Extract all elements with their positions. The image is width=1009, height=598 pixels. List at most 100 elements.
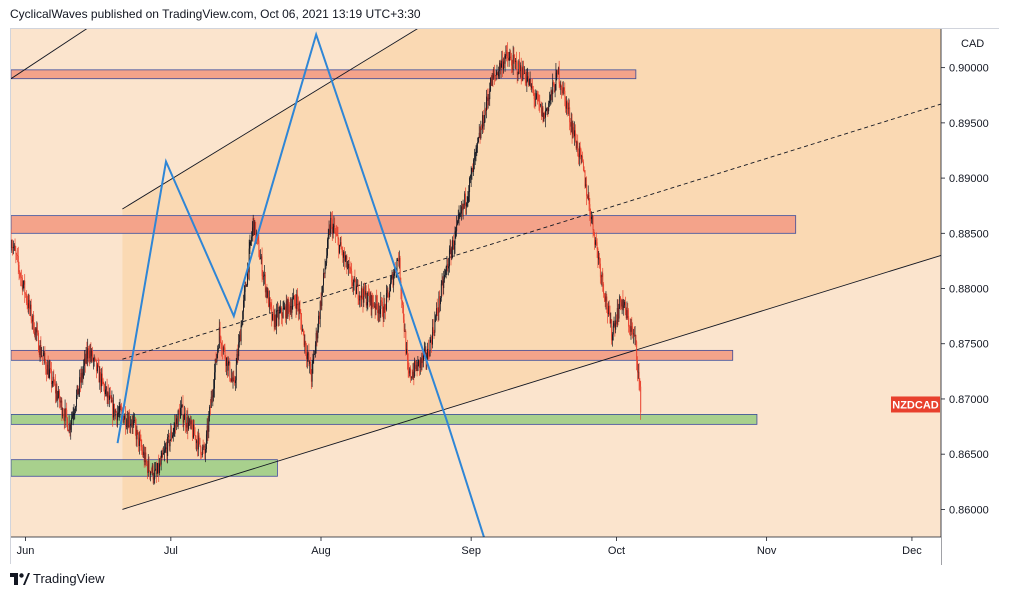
candle-body [566,101,568,109]
candle-body [528,76,529,85]
candle-body [166,447,168,456]
candle-body [572,127,574,135]
candle-body [457,221,458,225]
candle-body [98,365,100,383]
candle-body [582,161,584,171]
candle-body [432,327,434,333]
candle-body [595,240,596,245]
candle-body [293,295,295,300]
candle-body [393,275,395,286]
candle-body [437,312,439,314]
candle-body [352,282,353,286]
candle-body [126,420,128,426]
candle-body [545,110,547,112]
candle-body [631,326,633,328]
candle-body [376,296,378,305]
candle-body [556,70,558,73]
candle-body [392,274,394,286]
candle-body [229,361,231,379]
candle-body [242,311,244,325]
candle-body [432,327,433,345]
price-tick-label: 0.88000 [949,284,989,296]
candle-body [438,296,440,313]
candle-body [454,231,456,245]
candle-body [119,405,121,412]
candle-body [217,348,219,355]
candle-body [181,404,183,406]
candle-body [412,371,414,378]
candle-body [492,75,494,78]
candle-body [346,256,348,269]
candle-body [503,61,505,64]
candle-body [511,59,513,66]
candle-body [584,170,586,187]
price-tick-label: 0.86500 [949,449,989,461]
candle-body [49,368,51,370]
candle-body [149,470,151,475]
candle-body [96,360,98,372]
candle-body [285,306,286,319]
candle-body [75,406,77,411]
candle-body [476,143,478,149]
candle-body [230,378,232,381]
candle-body [107,392,109,398]
candle-body [102,378,104,384]
candle-body [192,427,194,438]
candle-body [249,242,251,249]
candle-body [140,439,142,447]
candle-body [231,378,233,382]
candle-body [114,410,116,417]
candle-body [269,297,271,304]
candle-body [611,319,613,341]
candle-body [218,348,219,349]
chart-frame[interactable]: 0.90000 0.89500 0.89000 0.88500 0.88000 0.875… [10,28,1000,565]
candle-body [619,296,621,308]
candle-body [546,107,548,111]
candle-body [632,327,634,334]
candle-body [291,306,293,313]
candle-body [79,377,81,390]
candle-body [307,353,309,355]
candle-body [124,414,126,420]
candle-body [576,141,578,149]
candle-body [538,100,540,102]
candle-body [599,263,601,277]
candle-body [630,326,632,332]
candle-body [238,342,240,357]
candle-body [350,268,352,272]
candle-body [235,364,237,381]
price-tick-label: 0.87000 [949,394,989,406]
candle-body [494,75,496,77]
candle-body [305,341,307,353]
price-chart[interactable]: 0.90000 0.89500 0.89000 0.88500 0.88000 0.875… [11,29,1000,565]
candle-body [581,156,583,158]
price-tick-label: 0.90000 [949,63,989,75]
candle-body [377,304,379,314]
candle-body [46,369,48,375]
candle-body [357,283,359,300]
candle-body [590,214,592,220]
candle-body [215,359,217,363]
candle-body [553,82,554,86]
candle-body [71,418,73,425]
candle-body [467,196,469,202]
candle-body [570,121,572,127]
candle-body [16,253,18,255]
candle-body [297,303,299,312]
candle-body [419,360,420,368]
candle-body [488,97,490,100]
candle-body [335,233,337,235]
candle-body [522,65,524,80]
candle-body [88,354,90,359]
candle-body [15,250,17,254]
candle-body [591,217,592,220]
candle-body [490,77,492,91]
candle-body [601,273,603,277]
candle-body [103,383,105,386]
candle-body [638,371,640,382]
candle-body [80,372,82,383]
candle-body [327,234,329,240]
candle-body [605,296,607,302]
candle-body [191,420,193,428]
candle-body [381,301,383,317]
